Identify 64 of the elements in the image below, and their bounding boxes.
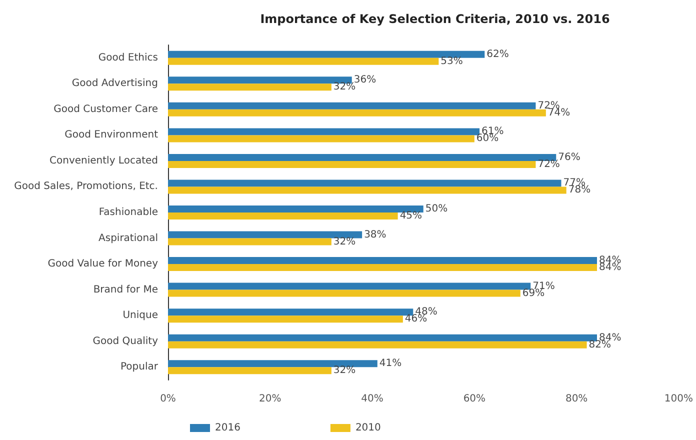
bar bbox=[168, 212, 398, 220]
data-label: 76% bbox=[558, 152, 580, 163]
y-tick-label: Good Ethics bbox=[98, 52, 158, 64]
legend-label: 2016 bbox=[215, 422, 240, 434]
y-tick-label: Conveniently Located bbox=[50, 155, 158, 166]
bar bbox=[168, 341, 587, 348]
data-label: 53% bbox=[440, 56, 463, 67]
y-tick-label: Good Environment bbox=[64, 130, 158, 141]
y-tick-label: Good Value for Money bbox=[48, 258, 158, 270]
bar bbox=[168, 334, 597, 342]
bar bbox=[168, 264, 597, 272]
data-label: 32% bbox=[333, 82, 356, 93]
data-label: 78% bbox=[568, 184, 591, 196]
x-tick-label: 100% bbox=[664, 394, 694, 404]
bar bbox=[168, 50, 485, 58]
bar bbox=[168, 238, 332, 246]
bar bbox=[168, 257, 597, 264]
bar bbox=[168, 160, 536, 168]
data-label: 84% bbox=[598, 262, 622, 274]
x-tick-label: 0% bbox=[160, 394, 176, 404]
data-label: 32% bbox=[333, 236, 356, 248]
x-tick-label: 80% bbox=[565, 394, 588, 404]
y-tick-label: Popular bbox=[120, 362, 159, 373]
bar bbox=[168, 206, 424, 212]
data-label: 36% bbox=[354, 74, 376, 86]
y-tick-label: Good Sales, Promotions, Etc. bbox=[14, 181, 158, 192]
y-tick-label: Unique bbox=[122, 310, 158, 322]
bar bbox=[168, 128, 480, 136]
x-tick-label: 60% bbox=[463, 394, 486, 404]
y-tick-label: Brand for Me bbox=[93, 284, 158, 296]
bar bbox=[168, 58, 439, 65]
y-tick-label: Good Quality bbox=[92, 336, 158, 347]
data-label: 72% bbox=[538, 158, 560, 170]
bar bbox=[168, 367, 332, 374]
data-label: 38% bbox=[364, 229, 386, 240]
legend-label: 2010 bbox=[355, 422, 381, 434]
bar bbox=[168, 84, 332, 91]
bar bbox=[168, 102, 536, 110]
bar bbox=[168, 290, 520, 297]
data-label: 45% bbox=[400, 210, 422, 222]
data-label: 60% bbox=[476, 133, 499, 144]
data-label: 32% bbox=[333, 365, 356, 376]
bar bbox=[168, 316, 403, 323]
y-tick-label: Fashionable bbox=[98, 207, 158, 218]
bar bbox=[168, 186, 566, 194]
bar bbox=[168, 360, 378, 368]
data-label: 62% bbox=[486, 48, 509, 60]
bar bbox=[168, 231, 362, 238]
bar bbox=[168, 180, 562, 187]
bar bbox=[168, 109, 546, 116]
data-label: 50% bbox=[425, 204, 448, 214]
y-tick-label: Good Advertising bbox=[72, 78, 158, 90]
x-tick-label: 20% bbox=[259, 394, 282, 404]
bar bbox=[168, 135, 474, 142]
data-label: 46% bbox=[404, 314, 428, 325]
y-tick-label: Good Customer Care bbox=[54, 104, 158, 115]
data-label: 41% bbox=[379, 358, 402, 370]
chart-title: Importance of Key Selection Criteria, 2010 vs. 2016 bbox=[260, 12, 610, 26]
y-tick-label: Aspirational bbox=[98, 232, 158, 244]
bar bbox=[168, 308, 414, 316]
bar bbox=[168, 154, 556, 161]
x-tick-label: 40% bbox=[361, 394, 384, 404]
bar bbox=[168, 76, 352, 84]
bar bbox=[168, 282, 531, 290]
